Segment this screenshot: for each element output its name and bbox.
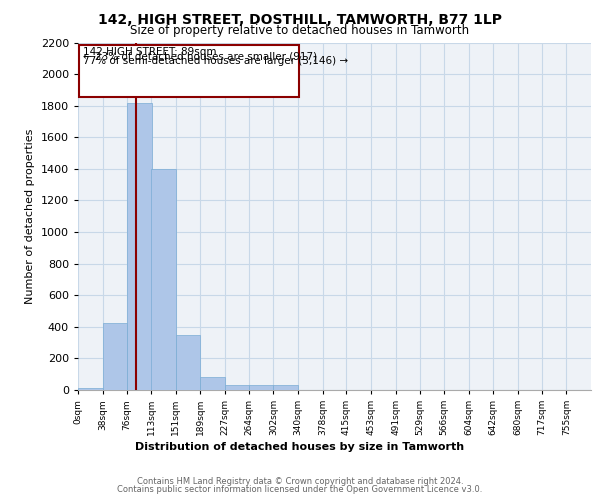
Text: 142, HIGH STREET, DOSTHILL, TAMWORTH, B77 1LP: 142, HIGH STREET, DOSTHILL, TAMWORTH, B7… (98, 12, 502, 26)
Bar (274, 386, 298, 390)
Bar (103, 323, 127, 390)
Text: Distribution of detached houses by size in Tamworth: Distribution of detached houses by size … (136, 442, 464, 452)
Bar (151, 169, 176, 390)
Text: 77% of semi-detached houses are larger (3,146) →: 77% of semi-detached houses are larger (… (83, 56, 349, 66)
Text: Contains HM Land Registry data © Crown copyright and database right 2024.: Contains HM Land Registry data © Crown c… (137, 477, 463, 486)
Text: ← 23% of detached houses are smaller (917): ← 23% of detached houses are smaller (91… (83, 52, 317, 62)
Bar (200, 378, 225, 390)
Bar (249, 386, 274, 390)
Bar (78, 388, 103, 390)
Bar (225, 386, 250, 390)
FancyBboxPatch shape (79, 45, 299, 97)
Text: Size of property relative to detached houses in Tamworth: Size of property relative to detached ho… (130, 24, 470, 37)
Text: Contains public sector information licensed under the Open Government Licence v3: Contains public sector information licen… (118, 485, 482, 494)
Bar (127, 102, 152, 390)
Y-axis label: Number of detached properties: Number of detached properties (25, 128, 35, 304)
Text: 142 HIGH STREET: 89sqm: 142 HIGH STREET: 89sqm (83, 47, 217, 57)
Bar (176, 334, 200, 390)
